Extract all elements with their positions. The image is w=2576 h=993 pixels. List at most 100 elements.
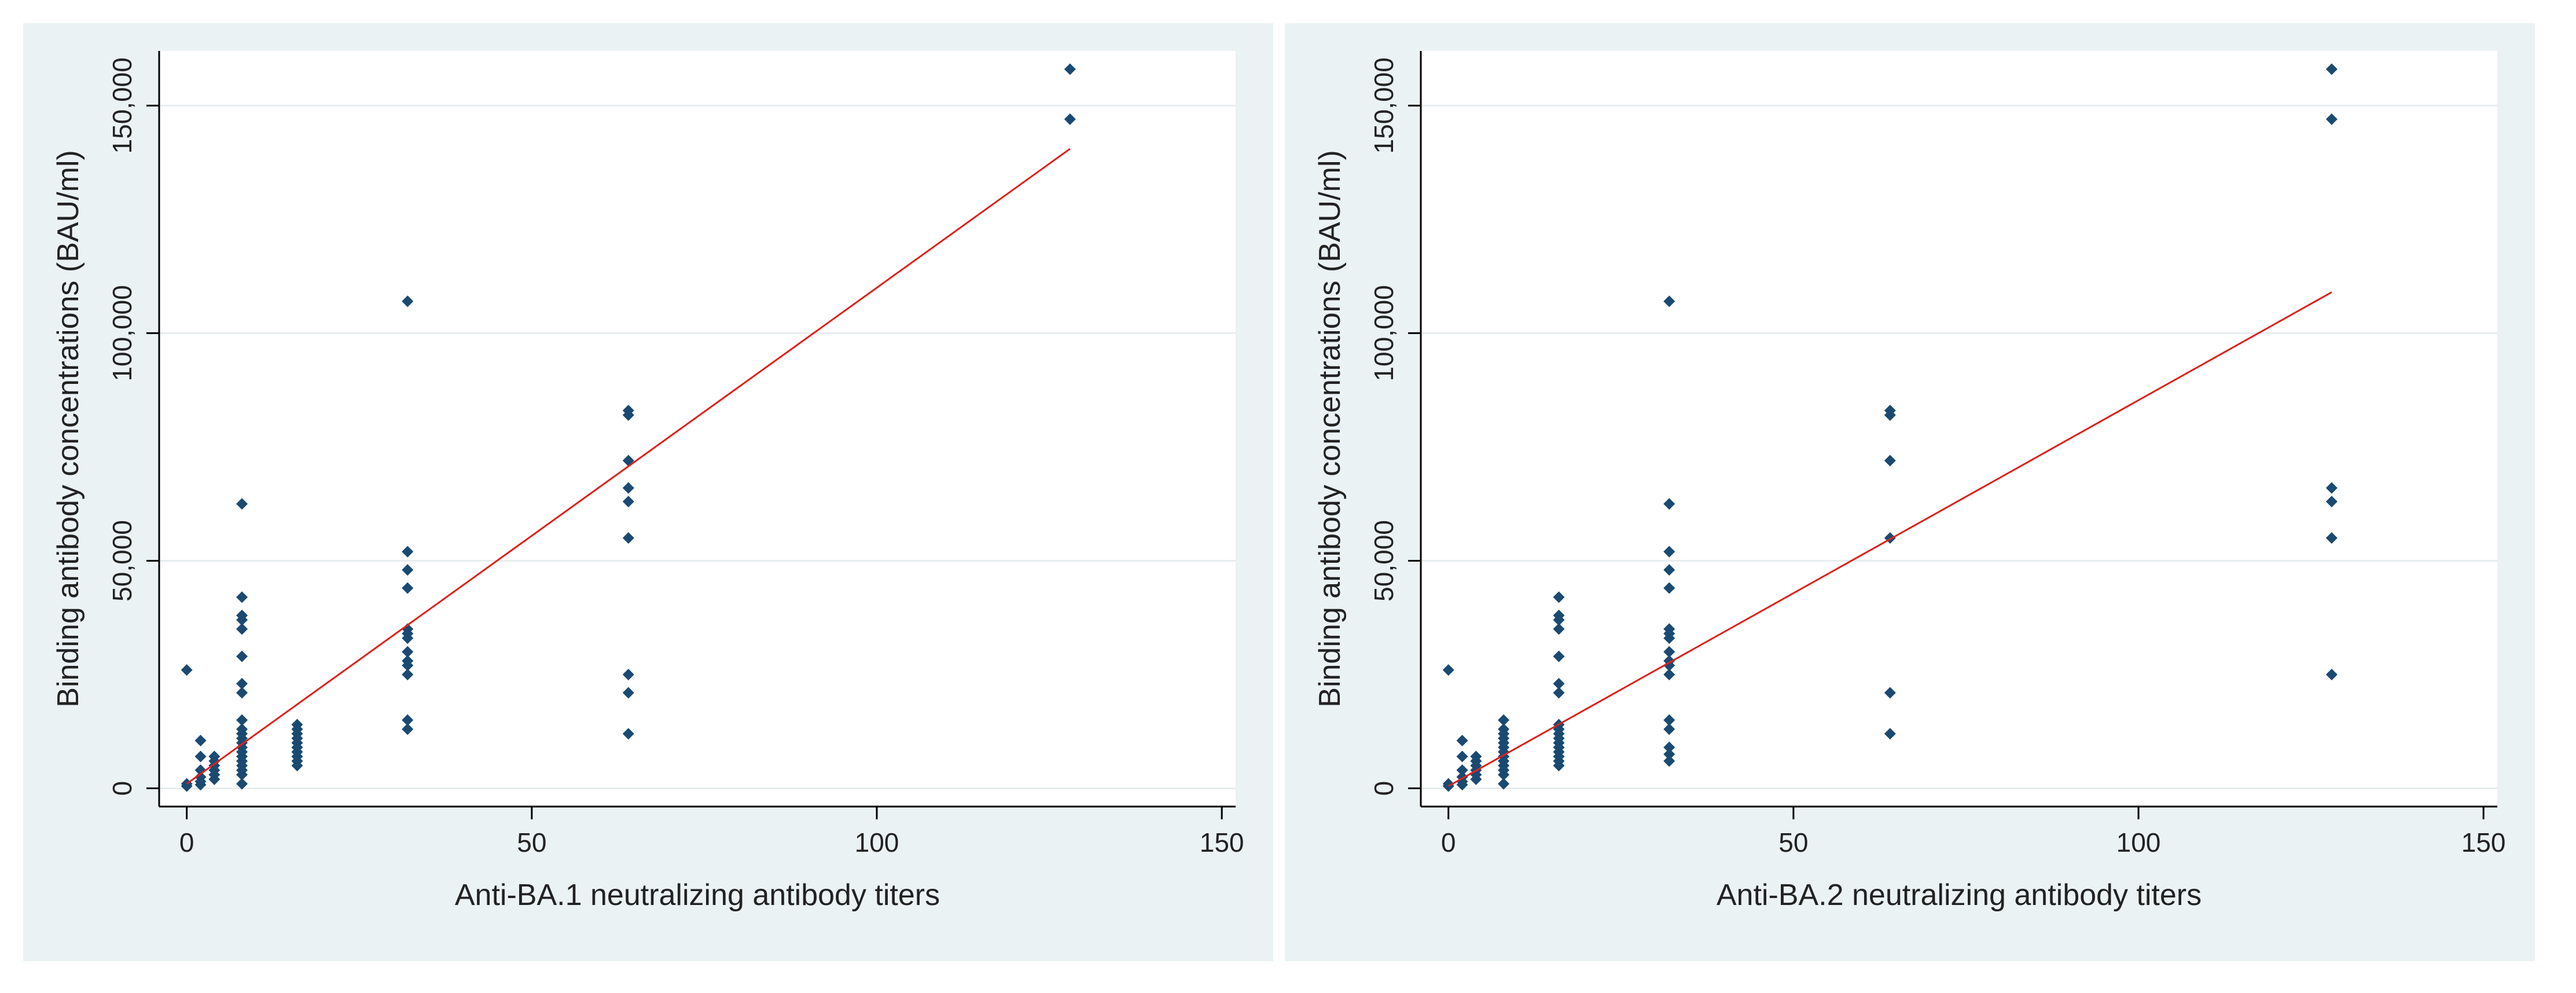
- data-point-ba1-49: [402, 582, 414, 594]
- data-point-ba1-5: [194, 764, 207, 776]
- data-point-ba1-66: [622, 687, 634, 699]
- data-point-ba1-67: [622, 728, 634, 740]
- data-point-ba1-23: [236, 714, 248, 726]
- data-point-ba1-3: [194, 735, 207, 747]
- data-point-ba1-0: [181, 664, 193, 676]
- data-point-ba2-3: [1456, 735, 1468, 747]
- data-point-ba2-32: [1553, 650, 1565, 662]
- data-point-ba1-19: [236, 623, 248, 635]
- scatter-panel-ba1: 0 50,000 100,000 150,000 0 50 100 150 Anti-BA.1 …: [23, 23, 1273, 961]
- data-point-ba2-0: [1442, 664, 1454, 676]
- data-point-ba1-69: [1064, 113, 1076, 125]
- data-point-ba1-68: [1064, 63, 1076, 75]
- y-axis-title-ba2: Binding antibody concentrations (BAU/ml): [1313, 150, 1347, 707]
- data-point-ba2-68: [2325, 63, 2338, 75]
- data-point-ba2-60: [1663, 748, 1675, 760]
- data-point-ba2-69: [2325, 113, 2338, 125]
- data-point-ba2-47: [1663, 545, 1675, 558]
- x-tick-label-ba2-3: 150: [2461, 827, 2506, 858]
- data-point-ba2-26: [1498, 768, 1510, 781]
- x-tick-label-ba2-0: 0: [1441, 827, 1456, 858]
- x-tick-label-ba1-0: 0: [179, 827, 194, 858]
- data-point-ba2-8: [1456, 779, 1468, 791]
- data-point-ba1-18: [236, 614, 248, 626]
- plot-area-ba2: [1421, 51, 2497, 807]
- data-point-ba2-72: [2325, 532, 2338, 544]
- data-point-ba2-28: [1553, 591, 1565, 603]
- data-point-ba2-55: [1663, 659, 1675, 672]
- data-point-ba2-71: [2325, 496, 2338, 508]
- data-point-ba2-27: [1498, 778, 1510, 790]
- data-point-ba2-73: [2325, 669, 2338, 681]
- data-point-ba1-63: [622, 496, 634, 508]
- y-tick-label-ba1-0: 0: [107, 781, 137, 796]
- data-point-ba1-4: [194, 750, 207, 763]
- data-point-ba2-57: [1663, 714, 1675, 726]
- data-point-ba2-46: [1663, 498, 1675, 510]
- y-tick-label-ba1-3: 150,000: [107, 57, 137, 153]
- data-point-ba1-45: [291, 760, 303, 772]
- data-point-ba1-60: [622, 409, 634, 421]
- data-point-ba1-2: [181, 780, 193, 792]
- data-point-ba2-31: [1553, 623, 1565, 635]
- data-point-ba2-64: [1884, 455, 1896, 467]
- x-tick-label-ba2-1: 50: [1778, 827, 1808, 858]
- data-point-ba2-45: [1663, 295, 1675, 307]
- data-point-ba2-49: [1663, 582, 1675, 594]
- data-point-ba1-22: [236, 687, 248, 699]
- x-tick-label-ba1-3: 150: [1200, 827, 1244, 858]
- data-point-ba2-14: [1470, 773, 1482, 785]
- data-point-ba1-64: [622, 532, 634, 544]
- fit-line-ba2: [1447, 291, 2332, 787]
- x-axis-title-ba1: Anti-BA.1 neutralizing antibody titers: [455, 878, 940, 912]
- data-point-ba1-20: [236, 650, 248, 662]
- data-point-ba1-56: [402, 669, 414, 681]
- data-point-ba1-57: [402, 714, 414, 726]
- data-point-ba2-63: [1884, 409, 1896, 421]
- data-point-ba2-4: [1456, 750, 1468, 763]
- y-tick-label-ba2-0: 0: [1369, 781, 1399, 796]
- scatter-plot-ba2: 0 50,000 100,000 150,000 0 50 100 150 Anti-BA.2 …: [1313, 51, 2506, 912]
- data-point-ba1-46: [402, 295, 414, 307]
- y-axis-title-ba1: Binding antibody concentrations (BAU/ml): [52, 150, 85, 707]
- data-point-ba1-65: [622, 669, 634, 681]
- y-tick-label-ba1-1: 50,000: [107, 520, 137, 602]
- data-point-ba2-66: [1884, 687, 1896, 699]
- data-point-ba2-52: [1663, 632, 1675, 644]
- data-point-ba2-15: [1498, 714, 1510, 726]
- y-tick-label-ba1-2: 100,000: [107, 285, 137, 381]
- data-point-ba2-53: [1663, 646, 1675, 658]
- data-point-ba2-56: [1663, 669, 1675, 681]
- data-point-ba1-47: [402, 545, 414, 558]
- data-point-ba1-16: [236, 591, 248, 603]
- data-point-ba1-62: [622, 482, 634, 494]
- data-point-ba2-5: [1456, 764, 1468, 776]
- data-point-ba1-52: [402, 632, 414, 644]
- data-point-ba1-34: [236, 768, 248, 781]
- data-point-ba1-53: [402, 646, 414, 658]
- data-point-ba1-48: [402, 564, 414, 576]
- data-point-ba2-44: [1553, 760, 1565, 772]
- data-point-ba1-21: [236, 677, 248, 690]
- data-point-ba2-70: [2325, 482, 2338, 494]
- data-point-ba2-59: [1663, 741, 1675, 753]
- x-tick-label-ba1-2: 100: [855, 827, 899, 858]
- data-point-ba1-35: [236, 778, 248, 790]
- x-tick-label-ba1-1: 50: [517, 827, 546, 858]
- data-point-ba1-15: [236, 498, 248, 510]
- y-tick-label-ba2-1: 50,000: [1369, 520, 1399, 602]
- data-point-ba2-61: [1663, 755, 1675, 767]
- plot-area-ba1: [159, 51, 1236, 807]
- data-point-ba2-33: [1553, 677, 1565, 690]
- data-point-ba2-34: [1553, 687, 1565, 699]
- x-axis-title-ba2: Anti-BA.2 neutralizing antibody titers: [1717, 878, 2202, 912]
- data-point-ba2-30: [1553, 614, 1565, 626]
- scatter-panel-ba2: 0 50,000 100,000 150,000 0 50 100 150 Anti-BA.2 …: [1285, 23, 2535, 961]
- data-point-ba2-67: [1884, 728, 1896, 740]
- data-point-ba1-55: [402, 659, 414, 672]
- data-point-ba1-58: [402, 723, 414, 735]
- x-tick-label-ba2-2: 100: [2116, 827, 2161, 858]
- scatter-plot-ba1: 0 50,000 100,000 150,000 0 50 100 150 Anti-BA.1 …: [52, 51, 1244, 912]
- y-tick-label-ba2-3: 150,000: [1369, 57, 1399, 153]
